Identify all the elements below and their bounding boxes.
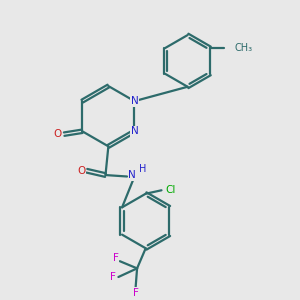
- Text: CH₃: CH₃: [234, 43, 253, 53]
- Text: O: O: [77, 166, 86, 176]
- Text: N: N: [130, 96, 138, 106]
- Text: F: F: [133, 288, 139, 298]
- Text: O: O: [54, 129, 62, 139]
- Text: Cl: Cl: [166, 185, 176, 195]
- Text: N: N: [128, 170, 136, 180]
- Text: F: F: [110, 272, 116, 282]
- Text: H: H: [139, 164, 146, 174]
- Text: N: N: [130, 126, 138, 136]
- Text: F: F: [112, 253, 118, 263]
